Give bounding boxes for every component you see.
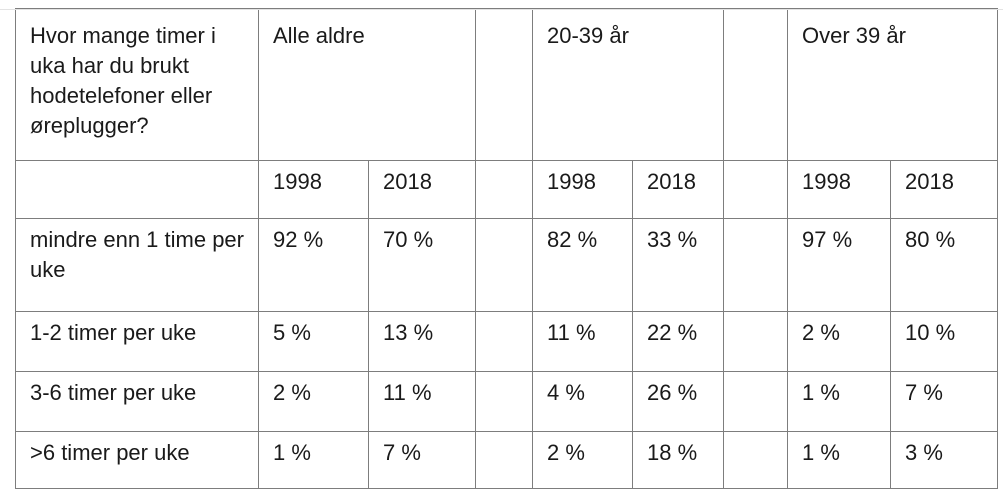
empty-corner-cell xyxy=(15,160,259,219)
row-label: 3-6 timer per uke xyxy=(15,371,259,432)
value-cell: 22 % xyxy=(631,311,725,372)
spacer-cell xyxy=(475,431,533,489)
value-cell: 70 % xyxy=(368,218,476,312)
spacer-cell xyxy=(723,371,789,432)
value-cell: 5 % xyxy=(258,311,369,372)
spacer-cell xyxy=(723,431,789,489)
spacer-cell xyxy=(475,8,533,161)
spacer-cell xyxy=(723,311,789,372)
value-cell: 97 % xyxy=(787,218,892,312)
value-cell: 82 % xyxy=(532,218,633,312)
row-label: 1-2 timer per uke xyxy=(15,311,259,372)
page: Hvor mange timer i uka har du brukt hode… xyxy=(0,8,1003,502)
header-row-years: 1998 2018 1998 2018 1998 2018 xyxy=(15,160,999,219)
spacer-cell xyxy=(475,311,533,372)
spacer-cell xyxy=(723,8,789,161)
value-cell: 2 % xyxy=(787,311,892,372)
value-cell: 92 % xyxy=(258,218,369,312)
header-row-groups: Hvor mange timer i uka har du brukt hode… xyxy=(15,8,999,161)
table-row: 3-6 timer per uke 2 % 11 % 4 % 26 % 1 % … xyxy=(15,371,999,432)
headphone-usage-table: Hvor mange timer i uka har du brukt hode… xyxy=(15,8,999,489)
row-label: mindre enn 1 time per uke xyxy=(15,218,259,312)
year-header: 2018 xyxy=(631,160,725,219)
value-cell: 1 % xyxy=(787,431,892,489)
value-cell: 11 % xyxy=(532,311,633,372)
group-header-alle-aldre: Alle aldre xyxy=(258,8,476,161)
value-cell: 18 % xyxy=(631,431,725,489)
value-cell: 26 % xyxy=(631,371,725,432)
row-label: >6 timer per uke xyxy=(15,431,259,489)
group-header-20-39-ar: 20-39 år xyxy=(531,8,725,161)
spacer-cell xyxy=(723,218,789,312)
year-header: 2018 xyxy=(368,160,476,219)
value-cell: 80 % xyxy=(890,218,999,312)
spacer-cell xyxy=(475,371,533,432)
spacer-cell xyxy=(475,160,533,219)
value-cell: 2 % xyxy=(258,371,369,432)
table-row: 1-2 timer per uke 5 % 13 % 11 % 22 % 2 %… xyxy=(15,311,999,372)
value-cell: 33 % xyxy=(631,218,725,312)
question-cell: Hvor mange timer i uka har du brukt hode… xyxy=(15,8,259,161)
table-row: >6 timer per uke 1 % 7 % 2 % 18 % 1 % 3 … xyxy=(15,431,999,489)
value-cell: 13 % xyxy=(368,311,476,372)
table-row: mindre enn 1 time per uke 92 % 70 % 82 %… xyxy=(15,218,999,312)
value-cell: 10 % xyxy=(890,311,999,372)
year-header: 1998 xyxy=(258,160,369,219)
year-header: 1998 xyxy=(787,160,892,219)
year-header: 1998 xyxy=(532,160,633,219)
value-cell: 4 % xyxy=(532,371,633,432)
page-top-rule xyxy=(0,9,1003,10)
value-cell: 7 % xyxy=(890,371,999,432)
value-cell: 3 % xyxy=(890,431,999,489)
value-cell: 1 % xyxy=(258,431,369,489)
year-header: 2018 xyxy=(890,160,999,219)
value-cell: 1 % xyxy=(787,371,892,432)
value-cell: 2 % xyxy=(532,431,633,489)
value-cell: 11 % xyxy=(368,371,476,432)
value-cell: 7 % xyxy=(368,431,476,489)
spacer-cell xyxy=(723,160,789,219)
spacer-cell xyxy=(475,218,533,312)
table-question: Hvor mange timer i uka har du brukt hode… xyxy=(30,23,216,138)
group-header-over-39-ar: Over 39 år xyxy=(787,8,999,161)
